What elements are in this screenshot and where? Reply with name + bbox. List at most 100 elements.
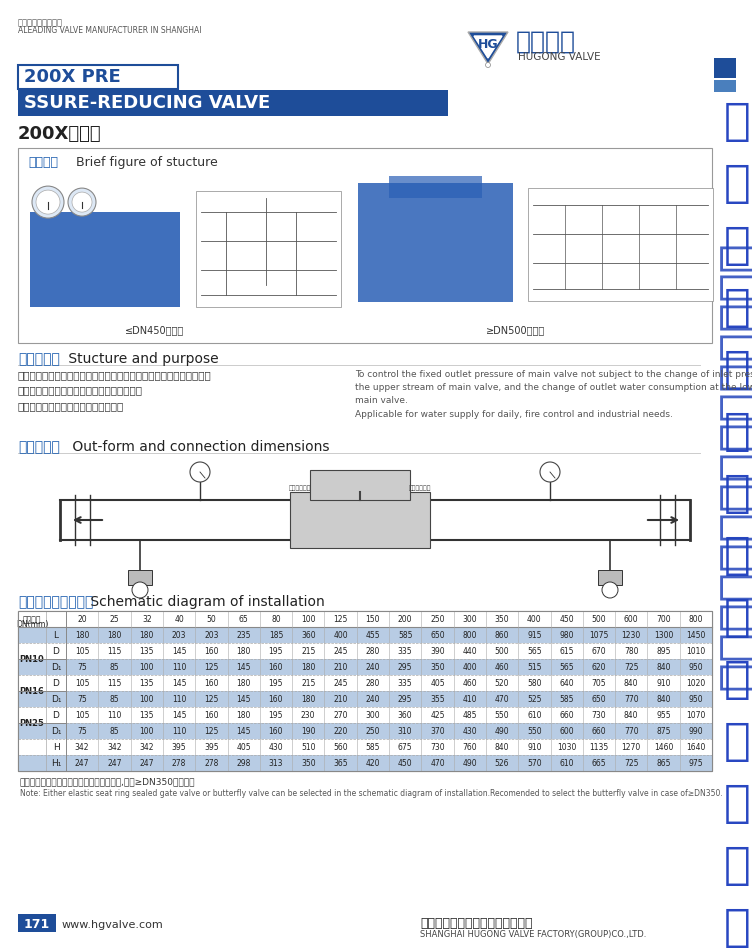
Text: 1300: 1300 xyxy=(653,631,673,639)
Circle shape xyxy=(132,582,148,598)
Text: 610: 610 xyxy=(559,758,574,768)
Text: 247: 247 xyxy=(108,758,122,768)
Text: PN16: PN16 xyxy=(20,687,44,695)
Text: 280: 280 xyxy=(365,678,380,688)
Text: 1135: 1135 xyxy=(590,743,608,751)
Text: DN(mm): DN(mm) xyxy=(16,620,48,629)
Text: 600: 600 xyxy=(624,615,638,623)
Text: 160: 160 xyxy=(204,711,219,719)
Text: 公称通径: 公称通径 xyxy=(23,616,41,624)
Text: 110: 110 xyxy=(172,694,186,704)
Text: 840: 840 xyxy=(656,694,671,704)
Text: 180: 180 xyxy=(236,711,251,719)
Text: 245: 245 xyxy=(333,647,347,656)
Text: 650: 650 xyxy=(592,694,606,704)
Text: 990: 990 xyxy=(689,727,703,735)
Text: 585: 585 xyxy=(398,631,412,639)
Text: 180: 180 xyxy=(236,647,251,656)
Text: 团: 团 xyxy=(723,658,750,701)
Text: 来自上海的阀业巨子: 来自上海的阀业巨子 xyxy=(18,18,63,27)
Text: 425: 425 xyxy=(430,711,444,719)
Text: 171: 171 xyxy=(24,919,50,932)
Text: 660: 660 xyxy=(592,727,606,735)
Text: D₁: D₁ xyxy=(50,662,61,672)
Text: Brief figure of stucture: Brief figure of stucture xyxy=(72,156,218,169)
Polygon shape xyxy=(474,36,502,58)
Text: 注：安装示意图中弹性座封闸阀或蝶阀任选,建议≥DN350选蝶阀。: 注：安装示意图中弹性座封闸阀或蝶阀任选,建议≥DN350选蝶阀。 xyxy=(20,777,196,786)
Text: 阀: 阀 xyxy=(723,348,750,391)
Text: 410: 410 xyxy=(462,694,477,704)
Text: 105: 105 xyxy=(75,711,89,719)
Text: 550: 550 xyxy=(527,727,541,735)
Text: 335: 335 xyxy=(398,647,412,656)
Text: 675: 675 xyxy=(398,743,412,751)
Text: Stucture and purpose: Stucture and purpose xyxy=(64,352,219,366)
Text: 230: 230 xyxy=(301,711,316,719)
Text: 770: 770 xyxy=(624,727,638,735)
Bar xyxy=(714,80,736,92)
Text: 145: 145 xyxy=(171,711,186,719)
Bar xyxy=(18,627,712,643)
Text: 安装示意图: 安装示意图 xyxy=(18,440,60,454)
Text: 515: 515 xyxy=(527,662,541,672)
Text: 620: 620 xyxy=(592,662,606,672)
Text: 135: 135 xyxy=(140,678,154,688)
Text: 280: 280 xyxy=(365,647,380,656)
Text: 580: 580 xyxy=(527,678,541,688)
Text: Out-form and connection dimensions: Out-form and connection dimensions xyxy=(68,440,329,454)
Text: 80: 80 xyxy=(271,615,280,623)
Text: 主要外形及连接尺寸: 主要外形及连接尺寸 xyxy=(18,595,93,609)
Bar xyxy=(18,914,56,932)
Text: 110: 110 xyxy=(172,727,186,735)
Text: 190: 190 xyxy=(301,727,316,735)
Text: 860: 860 xyxy=(495,631,509,639)
Text: 1070: 1070 xyxy=(686,711,705,719)
Text: 85: 85 xyxy=(110,694,120,704)
Text: 910: 910 xyxy=(527,743,541,751)
Text: 195: 195 xyxy=(268,647,284,656)
Bar xyxy=(18,755,712,771)
Bar xyxy=(18,723,712,739)
Text: 980: 980 xyxy=(559,631,574,639)
Bar xyxy=(528,187,713,301)
Text: 700: 700 xyxy=(656,615,671,623)
Text: 950: 950 xyxy=(689,694,703,704)
Text: 298: 298 xyxy=(236,758,251,768)
Text: 1230: 1230 xyxy=(622,631,641,639)
Text: 1075: 1075 xyxy=(590,631,608,639)
Text: 180: 180 xyxy=(140,631,154,639)
Text: 640: 640 xyxy=(559,678,574,688)
Text: 420: 420 xyxy=(365,758,380,768)
Text: 195: 195 xyxy=(268,711,284,719)
Bar xyxy=(18,611,712,771)
Text: 875: 875 xyxy=(656,727,671,735)
Text: 厂: 厂 xyxy=(723,472,750,515)
Text: 310: 310 xyxy=(398,727,412,735)
Bar xyxy=(389,176,482,198)
Text: 限: 限 xyxy=(723,844,750,887)
Text: 350: 350 xyxy=(430,662,444,672)
Text: 300: 300 xyxy=(462,615,477,623)
Text: 203: 203 xyxy=(204,631,219,639)
Text: 100: 100 xyxy=(140,727,154,735)
Text: 670: 670 xyxy=(592,647,606,656)
Text: SHANGHAI HUGONG VALVE FACTORY(GROUP)CO.,LTD.: SHANGHAI HUGONG VALVE FACTORY(GROUP)CO.,… xyxy=(420,930,647,939)
Text: 565: 565 xyxy=(559,662,574,672)
Text: 105: 105 xyxy=(75,678,89,688)
Text: 615: 615 xyxy=(559,647,574,656)
Text: 430: 430 xyxy=(462,727,477,735)
Text: 145: 145 xyxy=(236,694,251,704)
Text: 180: 180 xyxy=(301,662,315,672)
Text: 集: 集 xyxy=(723,596,750,639)
Text: 600: 600 xyxy=(559,727,574,735)
Text: 145: 145 xyxy=(236,662,251,672)
Text: 342: 342 xyxy=(140,743,154,751)
Text: 115: 115 xyxy=(108,678,122,688)
Text: 235: 235 xyxy=(236,631,251,639)
Text: 100: 100 xyxy=(301,615,316,623)
Text: 405: 405 xyxy=(430,678,444,688)
Text: 203: 203 xyxy=(171,631,186,639)
Text: 125: 125 xyxy=(333,615,347,623)
Text: 控制主阀的固定出口压力，不因主阀上游进口压力变化而改变，亦不因
主阀下游出口用水量变化而改变其出口压力。
可用于生活给水消防及工业给水系统。: 控制主阀的固定出口压力，不因主阀上游进口压力变化而改变，亦不因 主阀下游出口用水… xyxy=(18,370,212,411)
Text: 705: 705 xyxy=(592,678,606,688)
